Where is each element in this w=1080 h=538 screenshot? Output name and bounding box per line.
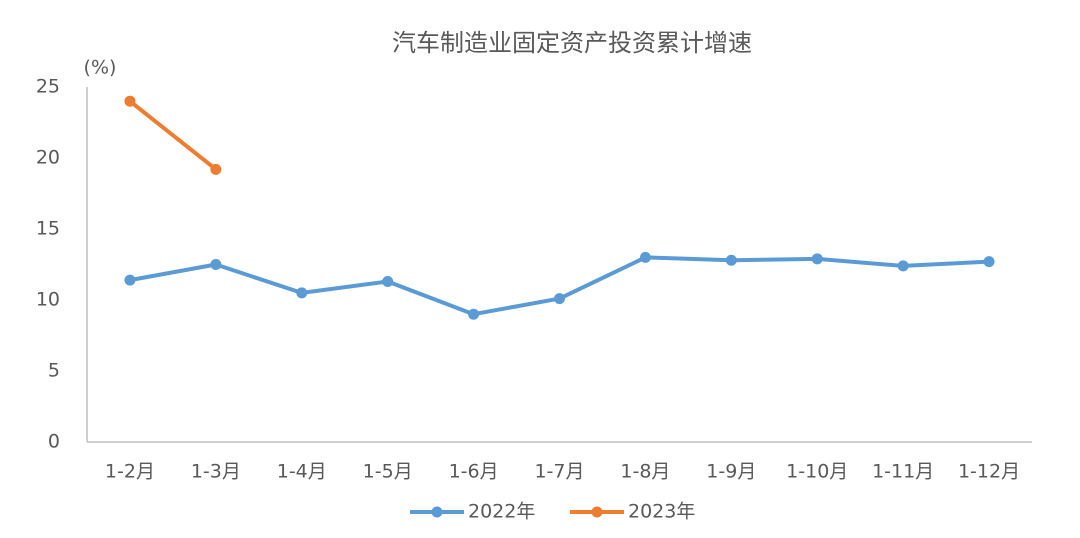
data-point [897, 260, 909, 272]
chart-title: 汽车制造业固定资产投资累计增速 [392, 29, 752, 57]
x-tick-label: 1-3月 [191, 461, 241, 483]
x-tick-label: 1-8月 [620, 461, 670, 483]
legend-marker [431, 506, 443, 518]
data-point [468, 308, 480, 320]
x-tick-label: 1-9月 [706, 461, 756, 483]
data-point [554, 293, 565, 305]
data-point [983, 256, 995, 268]
y-tick-label: 25 [36, 76, 60, 98]
legend-label: 2022年 [468, 501, 535, 523]
data-point [210, 259, 222, 270]
data-point [382, 276, 394, 288]
data-point [296, 287, 308, 299]
x-tick-label: 1-6月 [449, 461, 499, 483]
y-tick-label: 5 [48, 360, 60, 382]
x-tick-label: 1-5月 [363, 461, 413, 483]
x-tick-label: 1-2月 [105, 461, 155, 483]
x-tick-label: 1-11月 [872, 461, 934, 483]
y-tick-label: 20 [36, 147, 60, 169]
data-point [639, 251, 651, 263]
series-line [127, 99, 218, 172]
series-line [127, 255, 992, 317]
data-point [725, 254, 737, 266]
data-point [811, 253, 823, 265]
data-point [124, 274, 136, 286]
data-point [124, 95, 136, 107]
legend-marker [591, 506, 603, 518]
y-axis-unit: (%) [84, 57, 117, 79]
y-tick-label: 10 [36, 289, 60, 311]
x-tick-label: 1-4月 [277, 461, 327, 483]
legend-label: 2023年 [628, 501, 695, 523]
x-tick-label: 1-7月 [534, 461, 584, 483]
y-tick-label: 15 [36, 218, 60, 240]
x-tick-label: 1-10月 [786, 461, 848, 483]
x-tick-label: 1-12月 [958, 461, 1020, 483]
y-tick-label: 0 [48, 431, 60, 453]
data-point [210, 163, 222, 175]
